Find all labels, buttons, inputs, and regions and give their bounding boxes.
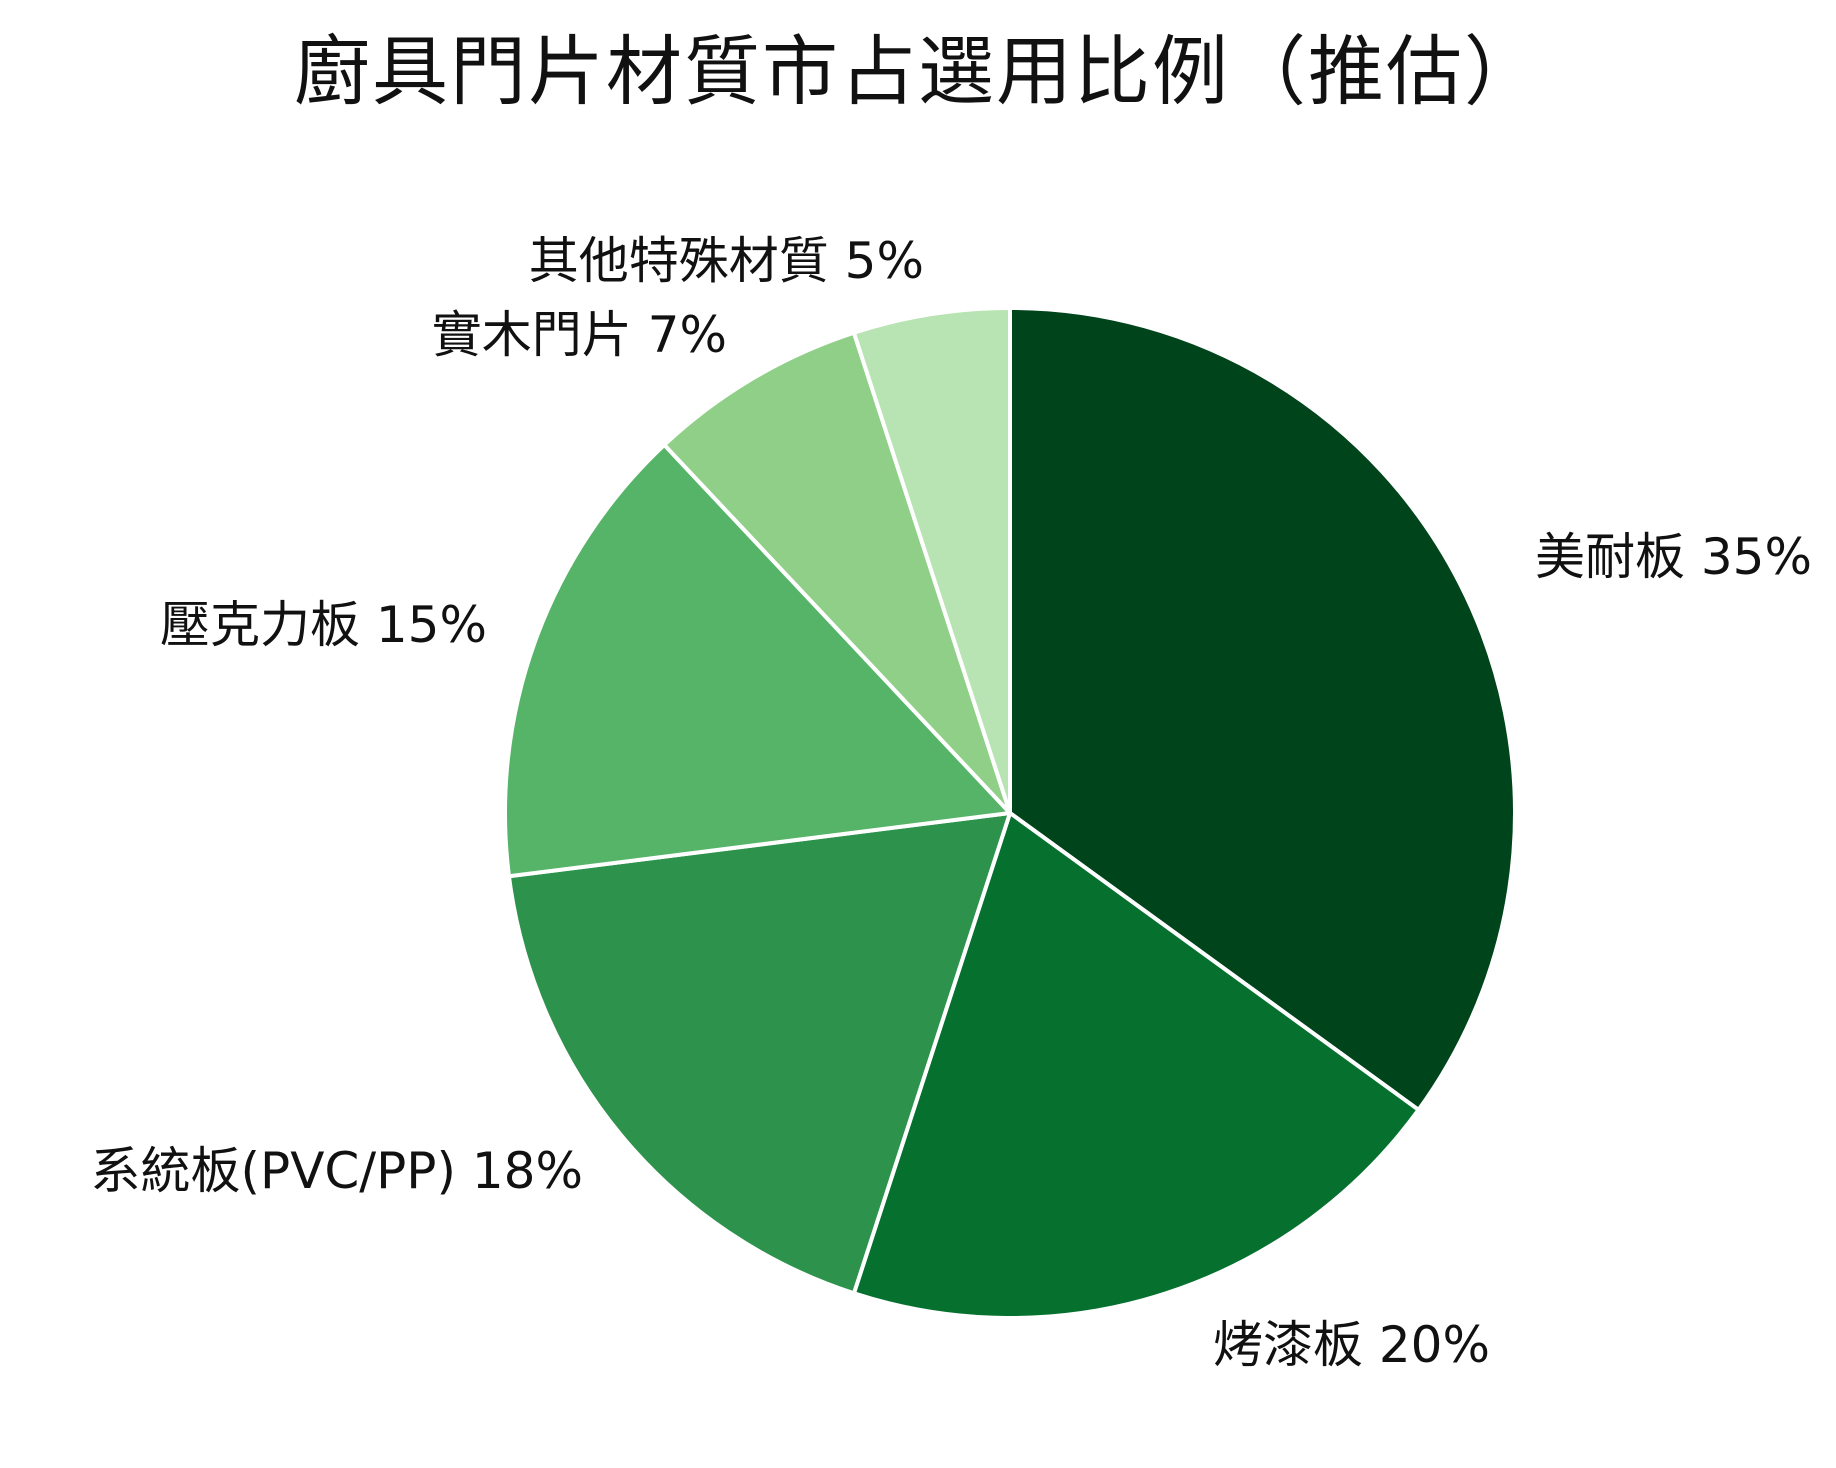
pie-slice-1	[1008, 306, 1517, 1112]
slice-label-5: 實木門片 7%	[432, 306, 727, 364]
slice-label-6: 其他特殊材質 5%	[529, 232, 924, 290]
slice-label-3: 系統板(PVC/PP) 18%	[91, 1142, 583, 1200]
slice-label-2: 烤漆板 20%	[1213, 1316, 1490, 1374]
slice-label-1: 美耐板 35%	[1535, 528, 1812, 586]
pie-slice-2	[851, 811, 1421, 1320]
pie-slices	[503, 306, 1517, 1320]
pie-slice-6	[851, 306, 1012, 815]
chart-title: 廚具門片材質市占選用比例（推估）	[294, 27, 1542, 116]
pie-slice-4	[503, 442, 1012, 879]
pie-slice-3	[506, 811, 1012, 1296]
pie-slice-5	[662, 330, 1012, 815]
pie-labels: 美耐板 35% 烤漆板 20% 系統板(PVC/PP) 18% 壓克力板 15% 實木門…	[91, 232, 1812, 1374]
slice-label-4: 壓克力板 15%	[160, 596, 487, 654]
